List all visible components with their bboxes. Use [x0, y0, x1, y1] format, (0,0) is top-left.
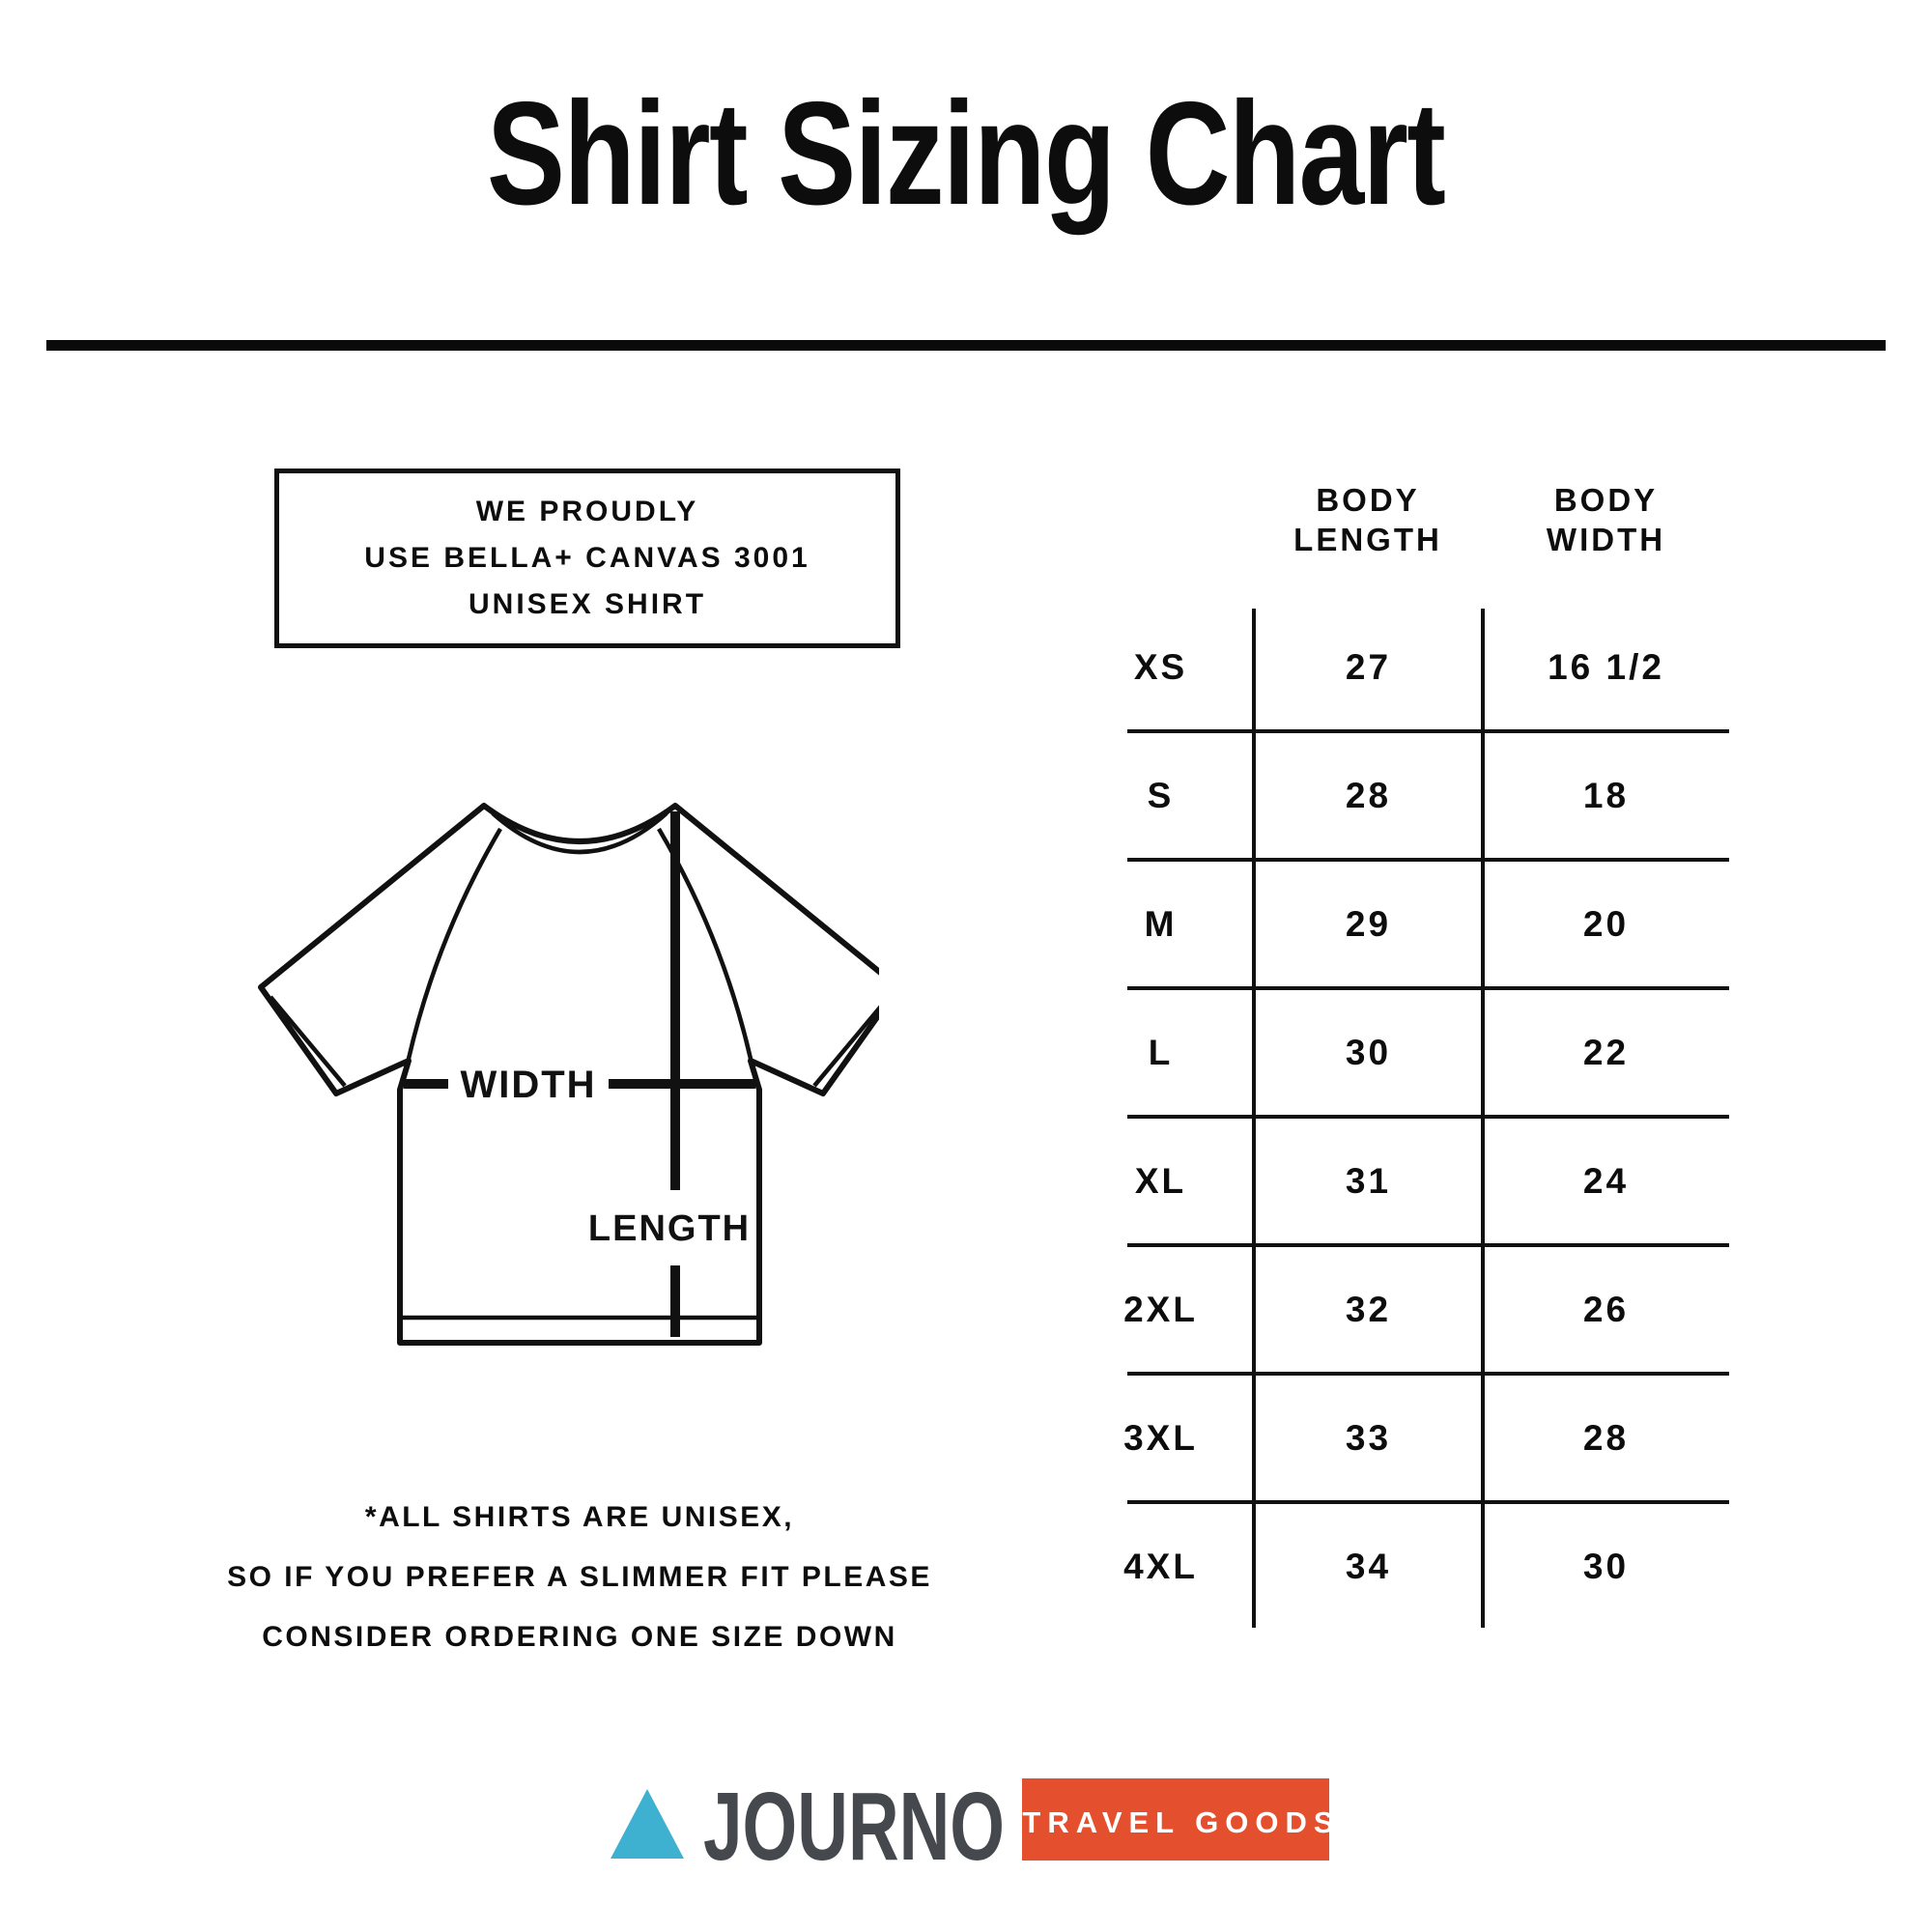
brand-name: JOURNO	[703, 1774, 1005, 1862]
body-width-value: 30	[1582, 1546, 1630, 1586]
tagline-text: TRAVEL GOODS	[1022, 1805, 1329, 1839]
column-header-body-width-line1: BODY	[1553, 482, 1659, 518]
table-row-4xl: 4XL 34 30	[1067, 1502, 1729, 1631]
footnote-line-3: CONSIDER ORDERING ONE SIZE DOWN	[262, 1621, 897, 1653]
column-header-body-length-line1: BODY	[1316, 482, 1420, 518]
body-length-value: 31	[1345, 1160, 1392, 1201]
size-table: XS 27 16 1/2 S 28 18 M 29 20 L 30 22 XL …	[1067, 603, 1729, 1631]
size-label: XS	[1133, 646, 1188, 687]
left-armhole-line	[406, 827, 502, 1060]
info-box-line-2: USE BELLA+ CANVAS 3001	[364, 542, 810, 574]
width-label: WIDTH	[460, 1064, 596, 1106]
body-width-value: 16 1/2	[1548, 646, 1664, 687]
body-length-value: 34	[1345, 1546, 1392, 1586]
body-width-value: 26	[1582, 1289, 1630, 1329]
info-box-line-1: WE PROUDLY	[475, 496, 699, 527]
left-cuff-line	[269, 995, 347, 1088]
logo-triangle-icon	[611, 1789, 684, 1859]
table-row-m: M 29 20	[1067, 860, 1729, 990]
size-label: XL	[1134, 1160, 1187, 1201]
length-label: LENGTH	[588, 1208, 751, 1249]
table-row-2xl: 2XL 32 26	[1067, 1245, 1729, 1376]
body-length-value: 28	[1345, 775, 1392, 815]
column-header-body-width: BODY WIDTH	[1483, 480, 1729, 559]
body-length-value: 29	[1345, 903, 1392, 944]
column-header-body-length: BODY LENGTH	[1253, 480, 1483, 559]
title-divider	[46, 340, 1886, 351]
table-row-s: S 28 18	[1067, 731, 1729, 862]
size-label: M	[1144, 903, 1178, 944]
body-width-value: 22	[1582, 1032, 1630, 1072]
body-length-value: 32	[1345, 1289, 1392, 1329]
body-width-value: 18	[1582, 775, 1630, 815]
body-length-value: 33	[1345, 1417, 1392, 1458]
body-length-value: 27	[1345, 646, 1392, 687]
page-title-wrap: Shirt Sizing Chart	[0, 71, 1932, 236]
tagline-badge	[1022, 1778, 1329, 1861]
footnote-line-1: *ALL SHIRTS ARE UNISEX,	[364, 1501, 795, 1533]
table-row-xs: XS 27 16 1/2	[1067, 603, 1729, 733]
size-label: 3XL	[1123, 1417, 1198, 1458]
table-row-xl: XL 31 24	[1067, 1117, 1729, 1247]
tshirt-outline	[258, 803, 879, 1346]
fabric-info-box: WE PROUDLY USE BELLA+ CANVAS 3001 UNISEX…	[274, 469, 900, 648]
body-length-value: 30	[1345, 1032, 1392, 1072]
footnote-line-2: SO IF YOU PREFER A SLIMMER FIT PLEASE	[227, 1561, 932, 1593]
collar-inner-line	[491, 811, 668, 855]
page-title: Shirt Sizing Chart	[487, 71, 1446, 236]
table-row-l: L 30 22	[1067, 988, 1729, 1119]
info-box-line-3: UNISEX SHIRT	[468, 588, 707, 620]
body-width-value: 20	[1582, 903, 1630, 944]
size-label: L	[1148, 1032, 1174, 1072]
unisex-footnote: *ALL SHIRTS ARE UNISEX, SO IF YOU PREFER…	[97, 1488, 1063, 1667]
body-width-value: 24	[1582, 1160, 1630, 1201]
brand-logo: JOURNO TRAVEL GOODS	[611, 1774, 1329, 1862]
size-label: S	[1147, 775, 1175, 815]
body-width-value: 28	[1582, 1417, 1630, 1458]
column-header-body-length-line2: LENGTH	[1293, 522, 1442, 557]
size-label: 2XL	[1123, 1289, 1198, 1329]
column-header-body-width-line2: WIDTH	[1546, 522, 1666, 557]
tshirt-diagram: WIDTH LENGTH	[258, 803, 879, 1346]
table-row-3xl: 3XL 33 28	[1067, 1374, 1729, 1504]
right-cuff-line	[812, 1005, 879, 1088]
size-label: 4XL	[1123, 1546, 1198, 1586]
